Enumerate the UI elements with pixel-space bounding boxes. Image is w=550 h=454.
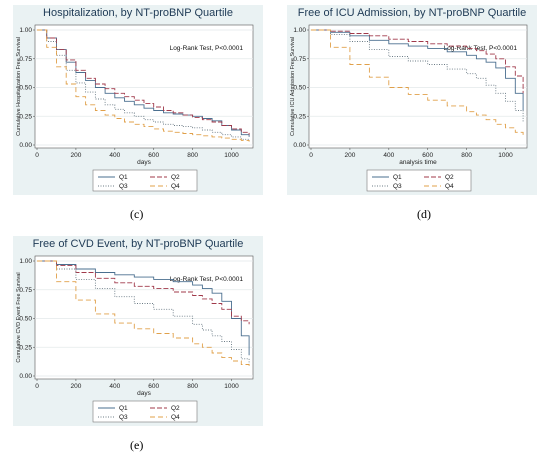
x-tick-label: 200 [70, 152, 81, 159]
km-plot-hospitalization: 0.00 0.25 0.50 0.75 1.00 0 200 400 600 800 1000 day… [16, 24, 254, 192]
y-tick-label: 0.00 [19, 142, 32, 149]
x-tick-label: 400 [109, 152, 120, 159]
legend-label-q1: Q1 [119, 405, 128, 412]
series-line-q1 [311, 29, 524, 111]
x-tick-label: 0 [309, 152, 313, 159]
plot-area [34, 255, 254, 380]
series-line-q3 [37, 29, 250, 141]
x-axis-label: days [137, 390, 151, 397]
x-tick-label: 800 [187, 383, 198, 390]
legend-label-q2: Q2 [171, 405, 180, 412]
series-line-q4 [311, 29, 524, 136]
y-tick-label: 0.75 [293, 56, 306, 63]
chart-panel-cvd-event: Free of CVD Event, by NT-proBNP Quartile… [13, 236, 263, 426]
x-tick-label: 600 [422, 152, 433, 159]
legend-label-q4: Q4 [171, 183, 180, 190]
km-plot-cvd-event: 0.00 0.25 0.50 0.75 1.00 0 200 400 600 800 1000 day… [16, 255, 254, 423]
x-tick-label: 400 [109, 383, 120, 390]
figure-caption-d: (d) [417, 207, 431, 221]
legend-label-q4: Q4 [445, 183, 454, 190]
y-tick-label: 0.50 [19, 316, 32, 323]
legend-box [366, 169, 472, 192]
logrank-annotation: Log-Rank Test, P<0.0001 [170, 45, 244, 52]
y-tick-label: 0.75 [19, 56, 32, 63]
y-tick-label: 0.00 [293, 142, 306, 149]
series-line-q4 [37, 260, 250, 367]
legend-label-q1: Q1 [119, 174, 128, 181]
x-tick-label: 600 [148, 383, 159, 390]
series-line-q3 [311, 29, 524, 122]
x-axis-label: days [137, 159, 151, 166]
x-tick-label: 400 [383, 152, 394, 159]
chart-title: Free of ICU Admission, by NT-proBNP Quar… [297, 7, 527, 19]
x-tick-label: 600 [148, 152, 159, 159]
legend-label-q3: Q3 [119, 414, 128, 421]
figure-caption-c: (c) [130, 207, 144, 221]
x-tick-label: 800 [187, 152, 198, 159]
y-tick-label: 0.25 [19, 344, 32, 351]
figure-caption-e: (e) [130, 438, 144, 452]
x-tick-label: 200 [344, 152, 355, 159]
series-line-q2 [37, 260, 250, 325]
plot-area [34, 24, 254, 149]
legend-label-q2: Q2 [445, 174, 454, 181]
legend-label-q3: Q3 [119, 183, 128, 190]
legend-label-q1: Q1 [393, 174, 402, 181]
chart-title: Free of CVD Event, by NT-proBNP Quartile [32, 238, 244, 250]
y-tick-label: 0.00 [19, 373, 32, 380]
x-axis-label: analysis time [399, 159, 437, 166]
y-tick-label: 0.25 [293, 113, 306, 120]
x-tick-label: 0 [35, 152, 39, 159]
series-line-q1 [37, 260, 250, 356]
y-axis-label: Cumulative CVD Event Free Survival [16, 272, 22, 362]
x-tick-label: 1000 [498, 152, 513, 159]
y-tick-label: 0.75 [19, 287, 32, 294]
chart-title: Hospitalization, by NT-proBNP Quartile [43, 7, 233, 19]
y-tick-label: 1.00 [19, 258, 32, 265]
y-tick-label: 0.25 [19, 113, 32, 120]
legend-box [92, 400, 198, 423]
legend-label-q4: Q4 [171, 414, 180, 421]
series-line-q2 [37, 29, 250, 135]
x-tick-label: 800 [461, 152, 472, 159]
logrank-annotation: Log-Rank Test, P<0.0001 [170, 276, 244, 283]
series-line-q3 [37, 260, 250, 365]
series-line-q4 [37, 29, 250, 142]
x-tick-label: 0 [35, 383, 39, 390]
y-tick-label: 1.00 [293, 27, 306, 34]
chart-panel-icu-admission: Free of ICU Admission, by NT-proBNP Quar… [287, 5, 537, 195]
km-plot-icu-admission: 0.00 0.25 0.50 0.75 1.00 0 200 400 600 800 1000 ana… [290, 24, 528, 192]
x-tick-label: 1000 [224, 152, 239, 159]
legend-label-q2: Q2 [171, 174, 180, 181]
logrank-annotation: Log-Rank Test, P<0.0001 [444, 45, 518, 52]
plot-area [308, 24, 528, 149]
y-tick-label: 1.00 [19, 27, 32, 34]
y-axis-label: Cumulative Hospitalization Free Survival [16, 37, 22, 136]
x-tick-label: 200 [70, 383, 81, 390]
x-tick-label: 1000 [224, 383, 239, 390]
legend-label-q3: Q3 [393, 183, 402, 190]
chart-panel-hospitalization: Hospitalization, by NT-proBNP Quartile 0… [13, 5, 263, 195]
y-tick-label: 0.50 [19, 85, 32, 92]
legend-box [92, 169, 198, 192]
y-tick-label: 0.50 [293, 85, 306, 92]
series-line-q2 [311, 29, 524, 94]
y-axis-label: Cumulative ICU Admission Free Survival [290, 37, 296, 136]
